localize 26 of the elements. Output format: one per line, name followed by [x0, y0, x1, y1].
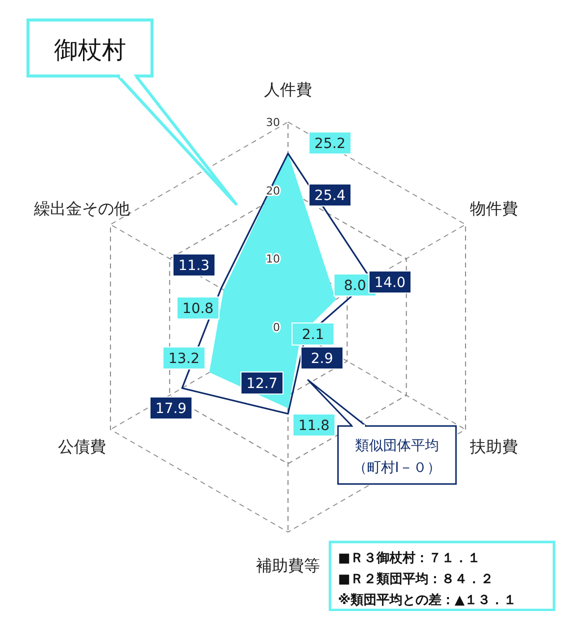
y-tick-label: 10: [266, 252, 280, 266]
y-tick-label: 0: [273, 321, 280, 334]
spoke-label: 繰出金その他: [33, 199, 130, 218]
data-label: 11.3: [178, 258, 210, 274]
y-tick-label: 30: [266, 116, 280, 129]
text: ■Ｒ３御杖村：７１．１: [338, 551, 480, 566]
data-label: 11.8: [298, 418, 330, 434]
data-label: 25.2: [314, 136, 346, 152]
data-label: 13.2: [168, 351, 200, 367]
data-label: 25.4: [314, 188, 346, 204]
spoke-label: 人件費: [264, 80, 312, 100]
data-label: 10.8: [182, 301, 214, 317]
data-label: 8.0: [344, 278, 366, 294]
data-label: 12.7: [246, 376, 278, 392]
text: ※類団平均との差：▲１３．１: [338, 593, 517, 608]
data-label: 17.9: [155, 401, 187, 417]
text: 御杖村: [54, 36, 126, 64]
text: 類似団体平均（町村Ⅰ－０）: [352, 438, 442, 476]
spoke-label: 公債費: [58, 436, 106, 456]
spoke-label: 物件費: [470, 199, 518, 218]
spoke-label: 扶助費: [468, 436, 518, 456]
text: ■Ｒ２類団平均：８４．２: [338, 572, 494, 587]
spoke-label: 補助費等: [256, 556, 320, 575]
data-label: 2.1: [302, 327, 324, 343]
data-label: 14.0: [374, 275, 406, 291]
data-label: 2.9: [310, 351, 334, 367]
